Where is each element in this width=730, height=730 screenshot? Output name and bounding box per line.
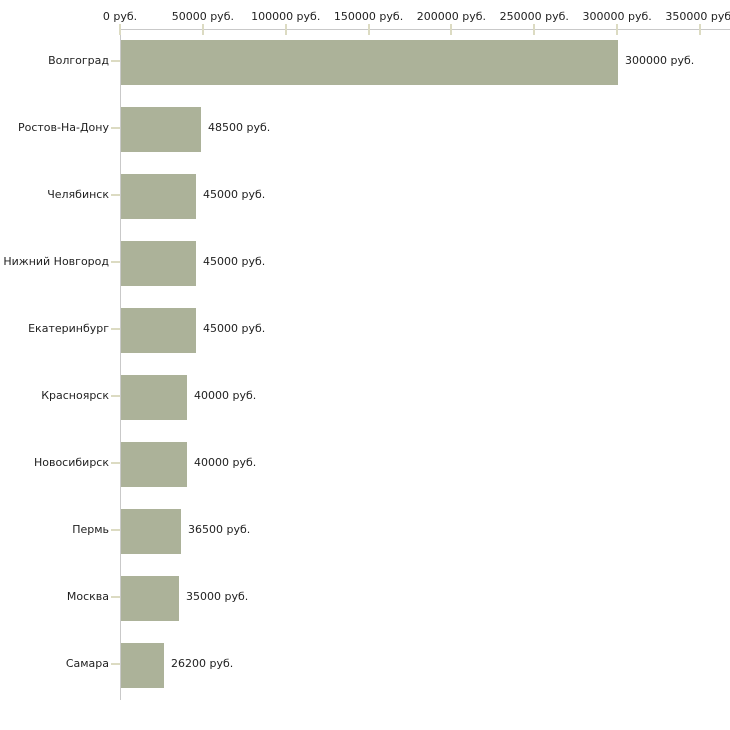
value-label: 26200 руб. <box>171 657 234 670</box>
bar <box>121 442 187 487</box>
category-label: Москва <box>66 590 109 603</box>
y-axis-tick <box>111 127 120 129</box>
category-label: Екатеринбург <box>28 322 109 335</box>
category-label: Новосибирск <box>33 456 109 469</box>
bar <box>121 40 618 85</box>
category-label: Челябинск <box>47 188 109 201</box>
value-label: 40000 руб. <box>194 456 257 469</box>
y-axis-line <box>120 29 121 700</box>
x-axis-tick-label: 150000 руб. <box>333 10 404 23</box>
y-axis-tick <box>111 194 120 196</box>
value-label: 48500 руб. <box>208 121 271 134</box>
y-axis-tick <box>111 596 120 598</box>
value-label: 45000 руб. <box>203 255 266 268</box>
x-axis-tick <box>119 24 121 35</box>
bar <box>121 308 196 353</box>
y-axis-tick <box>111 395 120 397</box>
x-axis-tick-label: 250000 руб. <box>499 10 569 23</box>
x-axis-tick <box>533 24 536 35</box>
x-axis-tick-label: 50000 руб. <box>171 10 234 23</box>
y-axis-tick <box>111 60 120 62</box>
x-axis-tick <box>284 24 287 35</box>
x-axis-tick-label: 300000 руб. <box>582 10 652 23</box>
x-axis-tick-label: 350000 руб. <box>665 10 730 23</box>
value-label: 300000 руб. <box>625 54 695 67</box>
category-label: Нижний Новгород <box>3 255 109 268</box>
category-label: Самара <box>65 657 109 670</box>
x-axis-tick <box>201 24 204 35</box>
value-label: 45000 руб. <box>203 322 266 335</box>
x-axis-tick <box>450 24 453 35</box>
value-label: 45000 руб. <box>203 188 266 201</box>
category-label: Пермь <box>72 523 109 536</box>
category-label: Красноярск <box>41 389 109 402</box>
bar <box>121 107 201 152</box>
y-axis-tick <box>111 663 120 665</box>
y-axis-tick <box>111 261 120 263</box>
y-axis-tick <box>111 529 120 531</box>
y-axis-tick <box>111 328 120 330</box>
x-axis-tick-label: 0 руб. <box>102 10 138 23</box>
value-label: 35000 руб. <box>186 590 249 603</box>
value-label: 36500 руб. <box>188 523 251 536</box>
bar <box>121 576 179 621</box>
bar <box>121 509 181 554</box>
x-axis-tick-label: 200000 руб. <box>416 10 487 23</box>
bar <box>121 375 187 420</box>
value-label: 40000 руб. <box>194 389 257 402</box>
bar <box>121 174 196 219</box>
x-axis-tick <box>699 24 701 35</box>
x-axis-tick-label: 100000 руб. <box>251 10 321 23</box>
bar <box>121 643 164 688</box>
x-axis-tick <box>616 24 619 35</box>
x-axis-line <box>120 29 730 30</box>
category-label: Волгоград <box>48 54 109 67</box>
y-axis-tick <box>111 462 120 464</box>
x-axis-tick <box>367 24 370 35</box>
bar <box>121 241 196 286</box>
category-label: Ростов-На-Дону <box>17 121 109 134</box>
